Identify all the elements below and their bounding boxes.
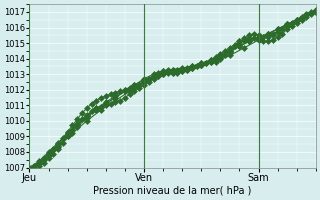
X-axis label: Pression niveau de la mer( hPa ): Pression niveau de la mer( hPa ) [93,186,252,196]
